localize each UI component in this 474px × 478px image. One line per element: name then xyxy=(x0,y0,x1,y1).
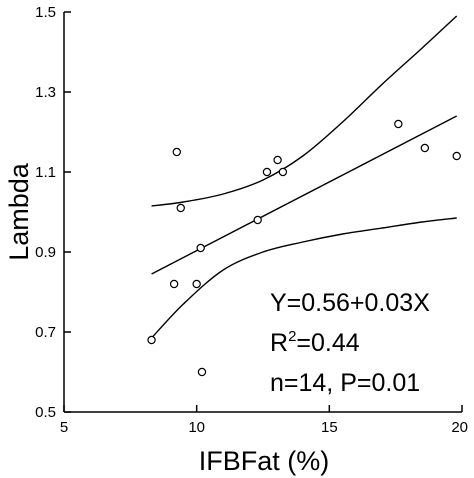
r-squared-value: =0.44 xyxy=(296,329,359,357)
data-point xyxy=(172,147,181,157)
data-point xyxy=(253,215,262,225)
y-tick-label: 0.9 xyxy=(35,244,56,261)
r-squared: R2=0.44 xyxy=(270,328,360,357)
x-tick-label: 5 xyxy=(60,419,68,436)
y-axis-title: Lambda xyxy=(4,162,34,261)
x-tick-label: 20 xyxy=(451,419,468,436)
x-tick-label: 10 xyxy=(188,419,205,436)
data-point xyxy=(147,335,156,345)
r-squared-superscript: 2 xyxy=(288,328,296,345)
x-tick-label: 15 xyxy=(321,419,338,436)
y-tick-label: 1.5 xyxy=(35,4,56,21)
lower-confidence-band xyxy=(151,217,457,339)
axes xyxy=(63,12,462,413)
y-tick-label: 1.3 xyxy=(35,84,56,101)
x-ticks: 5 10 15 20 xyxy=(60,405,468,436)
data-point xyxy=(262,167,272,177)
stats-annotation: Y=0.56+0.03X R2=0.44 n=14, P=0.01 xyxy=(270,289,430,397)
r-squared-prefix: R xyxy=(270,329,288,357)
data-point xyxy=(394,119,403,129)
y-tick-label: 0.5 xyxy=(35,404,56,421)
data-point xyxy=(420,143,430,153)
data-point xyxy=(192,279,201,289)
regression-equation: Y=0.56+0.03X xyxy=(270,289,430,317)
data-point xyxy=(278,167,288,177)
data-point xyxy=(176,203,185,213)
data-point xyxy=(197,367,207,377)
data-point xyxy=(196,243,205,253)
data-point xyxy=(273,155,282,165)
confidence-bands xyxy=(151,15,458,339)
data-points xyxy=(147,119,461,377)
sample-size-p-value: n=14, P=0.01 xyxy=(270,369,420,397)
data-point xyxy=(452,151,461,161)
y-ticks: 0.5 0.7 0.9 1.1 1.3 1.5 xyxy=(35,4,71,421)
y-tick-label: 1.1 xyxy=(35,164,56,181)
upper-confidence-band xyxy=(151,15,458,207)
x-axis-title: IFBFat (%) xyxy=(199,446,330,476)
data-point xyxy=(169,279,179,289)
y-tick-label: 0.7 xyxy=(35,324,56,341)
